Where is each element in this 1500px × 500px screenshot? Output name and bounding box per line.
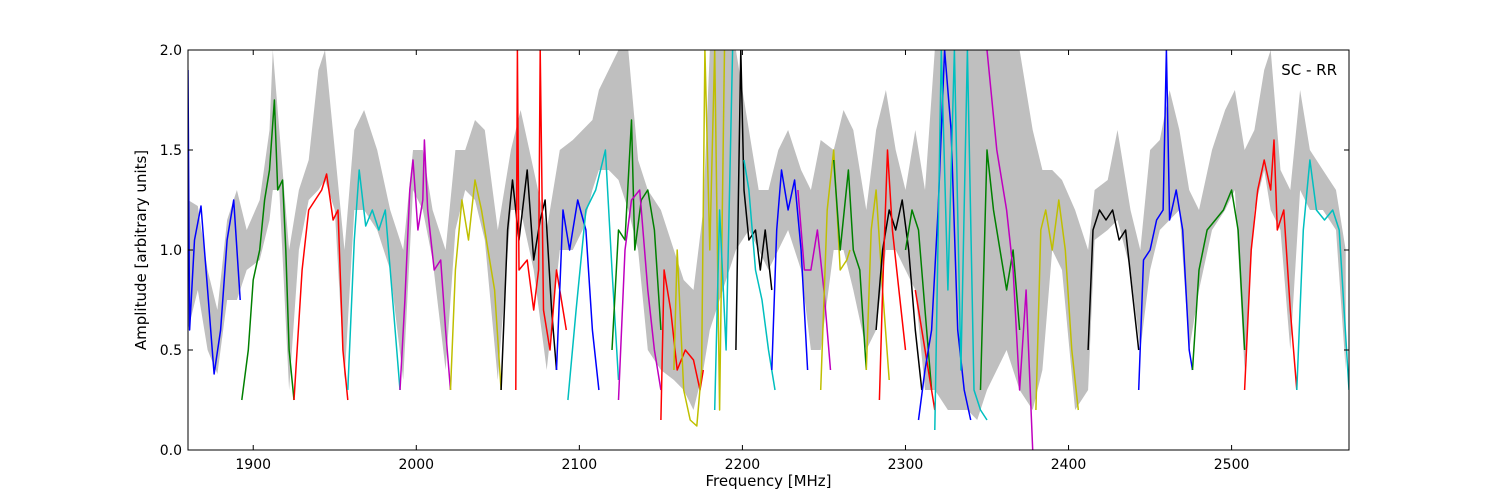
series-line-34 bbox=[1191, 189, 1246, 371]
series-line-36 bbox=[1296, 159, 1349, 391]
x-tick-label: 2300 bbox=[888, 457, 924, 473]
series-line-22 bbox=[865, 189, 890, 381]
series-line-9 bbox=[555, 199, 600, 391]
series-line-10 bbox=[567, 149, 620, 401]
y-axis-label: Amplitude [arbitrary units] bbox=[132, 150, 150, 350]
series-line-14 bbox=[673, 50, 726, 427]
series-line-3 bbox=[293, 173, 349, 401]
x-tick-label: 2100 bbox=[562, 457, 598, 473]
series-line-28 bbox=[934, 50, 988, 431]
series-line-7 bbox=[500, 169, 558, 391]
series-line-15 bbox=[713, 50, 734, 411]
y-tick-label: 2.0 bbox=[160, 43, 182, 59]
x-tick-label: 1900 bbox=[235, 457, 271, 473]
series-line-26 bbox=[914, 289, 936, 411]
series-line-31 bbox=[1035, 199, 1080, 411]
series-line-8 bbox=[515, 50, 568, 391]
envelope-band bbox=[188, 50, 1346, 420]
series-line-5 bbox=[399, 139, 452, 391]
series-line-25 bbox=[904, 209, 933, 391]
series-line-29 bbox=[979, 149, 1021, 391]
x-tick-label: 2400 bbox=[1051, 457, 1087, 473]
series-line-2 bbox=[241, 99, 295, 401]
series-line-12 bbox=[617, 189, 662, 401]
series-line-27 bbox=[917, 50, 972, 421]
plot-area bbox=[188, 50, 1349, 450]
series-line-17 bbox=[743, 159, 776, 391]
chart-annotation: SC - RR bbox=[1281, 61, 1337, 79]
series-line-18 bbox=[771, 169, 809, 371]
y-axis: 0.0 0.5 1.0 1.5 2.0 bbox=[160, 43, 1349, 459]
y-tick-label: 1.5 bbox=[160, 143, 182, 159]
series-line-35 bbox=[1243, 139, 1298, 391]
x-tick-label: 2500 bbox=[1214, 457, 1250, 473]
series-line-6 bbox=[449, 179, 502, 391]
series-line-1 bbox=[188, 69, 241, 375]
x-axis-label: Frequency [MHz] bbox=[705, 472, 831, 490]
y-tick-label: 0.0 bbox=[160, 443, 182, 459]
series-line-19 bbox=[797, 189, 832, 371]
series-line-24 bbox=[878, 149, 907, 401]
x-tick-label: 2000 bbox=[398, 457, 434, 473]
series-line-30 bbox=[986, 50, 1034, 450]
series-line-4 bbox=[347, 169, 401, 391]
series-line-13 bbox=[660, 269, 705, 421]
series-line-21 bbox=[832, 159, 868, 371]
series-line-33 bbox=[1137, 50, 1194, 391]
y-tick-label: 0.5 bbox=[160, 343, 182, 359]
x-axis: 1900 2000 2100 2200 2300 2400 2500 bbox=[235, 50, 1249, 473]
y-tick-label: 1.0 bbox=[160, 243, 182, 259]
series-line-11 bbox=[611, 119, 662, 351]
series-line-32 bbox=[1087, 209, 1140, 351]
x-tick-label: 2200 bbox=[725, 457, 761, 473]
